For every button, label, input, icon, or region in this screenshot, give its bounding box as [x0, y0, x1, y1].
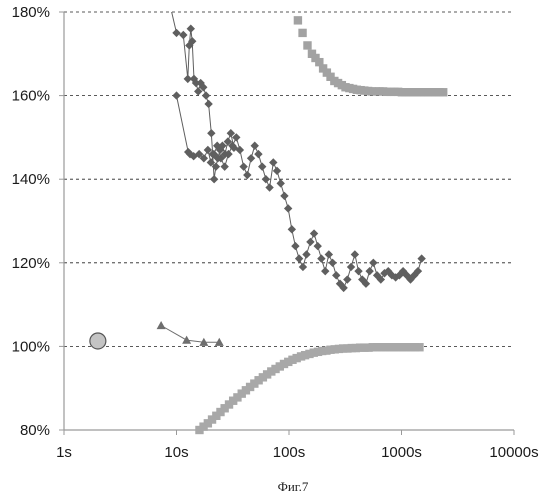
- series-5-circle: [90, 333, 106, 349]
- series-0-point-36: [314, 242, 322, 250]
- series-0-point-30: [291, 242, 299, 250]
- series-0-point-46: [351, 250, 359, 258]
- series-0-point-34: [306, 238, 314, 246]
- y-tick-label-4: 160%: [12, 88, 50, 105]
- series-0-point-41: [332, 271, 340, 279]
- axes: [59, 12, 514, 435]
- x-tick-label-3: 1000s: [381, 444, 422, 461]
- series-4-point-0: [157, 321, 166, 329]
- series-0-point-19: [251, 142, 259, 150]
- series-4-line: [161, 326, 219, 343]
- series-2-point-1: [298, 29, 306, 37]
- series-2-square: [294, 16, 448, 96]
- gridlines: [64, 12, 514, 346]
- x-tick-label-1: 10s: [164, 444, 188, 461]
- series-3-point-52: [415, 343, 423, 351]
- series-0-point-17: [243, 171, 251, 179]
- series-2-point-0: [294, 16, 302, 24]
- x-tick-label-0: 1s: [56, 444, 72, 461]
- series-1-point-16: [210, 175, 218, 183]
- figure-caption: Фиг.7: [278, 479, 309, 494]
- series-2-point-2: [303, 41, 311, 49]
- series-4-triangle: [157, 321, 224, 346]
- series-0-point-11: [220, 162, 228, 170]
- series-0-point-25: [273, 167, 281, 175]
- series-0-point-64: [417, 254, 425, 262]
- series-0-point-47: [354, 267, 362, 275]
- series-1-point-1: [172, 29, 180, 37]
- series-1-point-2: [179, 31, 187, 39]
- y-tick-label-2: 120%: [12, 255, 50, 272]
- y-tick-label-1: 100%: [12, 338, 50, 355]
- series-0-point-21: [258, 162, 266, 170]
- y-tick-label-5: 180%: [12, 4, 50, 21]
- series-0-point-28: [284, 204, 292, 212]
- series-0-point-51: [369, 259, 377, 267]
- series-0-point-29: [288, 225, 296, 233]
- series-0-point-38: [321, 267, 329, 275]
- series-0-point-16: [239, 162, 247, 170]
- series-0-point-50: [365, 267, 373, 275]
- series-2-point-38: [439, 88, 447, 96]
- series-4-point-1: [182, 336, 191, 344]
- y-tick-label-0: 80%: [20, 422, 50, 439]
- data-series: [90, 0, 448, 434]
- series-0-point-44: [343, 275, 351, 283]
- series-0-point-26: [277, 179, 285, 187]
- series-0-point-39: [325, 250, 333, 258]
- series-0-point-45: [347, 263, 355, 271]
- series-0-point-37: [317, 254, 325, 262]
- series-3-square: [195, 343, 423, 434]
- series-0-point-20: [254, 150, 262, 158]
- series-1-point-13: [204, 100, 212, 108]
- series-1-point-12: [202, 91, 210, 99]
- x-tick-label-2: 100s: [273, 444, 306, 461]
- series-0-point-40: [328, 259, 336, 267]
- series-0-point-35: [310, 229, 318, 237]
- y-tick-label-3: 140%: [12, 171, 50, 188]
- series-0-point-27: [280, 192, 288, 200]
- tick-labels: 80% 100% 120% 140% 160% 180% 1s 10s 100s 1000s 100…: [12, 4, 539, 461]
- series-0-point-31: [295, 254, 303, 262]
- series-0-point-33: [302, 250, 310, 258]
- series-1-point-5: [187, 25, 195, 33]
- series-1-point-0: [165, 0, 173, 8]
- series-1-point-14: [207, 129, 215, 137]
- series-0-point-0: [172, 91, 180, 99]
- series-0-point-18: [247, 154, 255, 162]
- x-tick-label-4: 10000s: [489, 444, 538, 461]
- series-0-point-32: [299, 263, 307, 271]
- series-0-point-24: [269, 158, 277, 166]
- series-5-point-0: [90, 333, 106, 349]
- series-0-point-22: [262, 175, 270, 183]
- series-0-point-23: [265, 183, 273, 191]
